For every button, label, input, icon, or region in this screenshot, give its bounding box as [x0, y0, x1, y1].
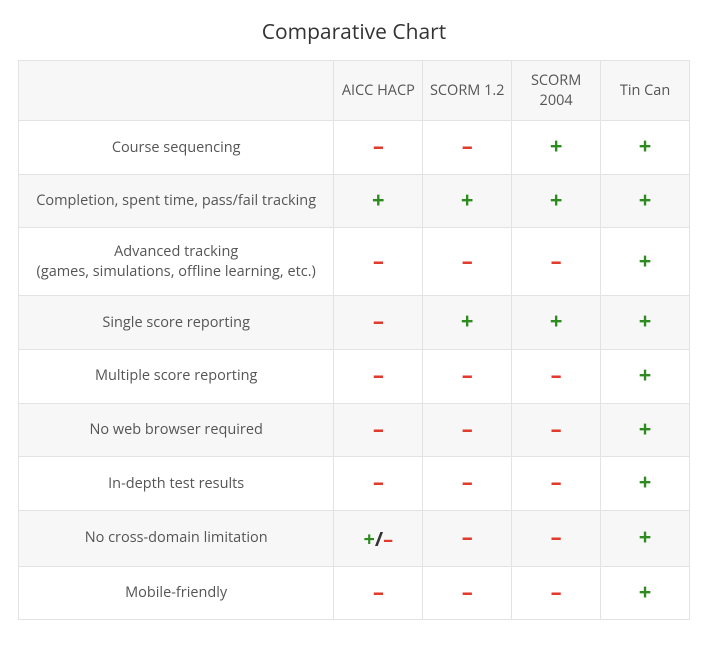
minus-icon: – — [551, 360, 562, 390]
value-cell: – — [334, 121, 423, 175]
table-row: Single score reporting – + + + — [19, 296, 690, 350]
header-col-0: AICC HACP — [334, 61, 423, 121]
plus-icon: + — [461, 185, 474, 215]
feature-cell: Single score reporting — [19, 296, 334, 350]
value-cell: – — [423, 457, 512, 511]
minus-icon: – — [373, 467, 384, 497]
value-cell: + — [601, 228, 690, 296]
plus-icon: + — [639, 467, 652, 497]
header-col-3: Tin Can — [601, 61, 690, 121]
table-row: Completion, spent time, pass/fail tracki… — [19, 174, 690, 228]
value-cell: + — [601, 349, 690, 403]
minus-icon: – — [373, 577, 384, 607]
minus-icon: – — [373, 306, 384, 336]
plus-icon: + — [639, 360, 652, 390]
plus-icon: + — [550, 185, 563, 215]
feature-cell: Course sequencing — [19, 121, 334, 175]
value-cell: – — [334, 566, 423, 620]
minus-icon: – — [462, 360, 473, 390]
value-cell: – — [334, 296, 423, 350]
table-row: No web browser required – – – + — [19, 403, 690, 457]
header-feature-blank — [19, 61, 334, 121]
comparative-table: AICC HACP SCORM 1.2 SCORM 2004 Tin Can C… — [18, 60, 690, 620]
minus-icon: – — [373, 414, 384, 444]
value-cell: + — [512, 121, 601, 175]
value-cell: – — [334, 403, 423, 457]
plus-icon: + — [639, 246, 652, 276]
feature-cell: Completion, spent time, pass/fail tracki… — [19, 174, 334, 228]
value-cell: + — [423, 174, 512, 228]
value-cell: – — [423, 403, 512, 457]
feature-cell: Multiple score reporting — [19, 349, 334, 403]
feature-cell: Mobile-friendly — [19, 566, 334, 620]
value-cell: + — [601, 566, 690, 620]
value-cell: + — [512, 296, 601, 350]
value-cell: + — [601, 296, 690, 350]
value-cell: +/– — [334, 510, 423, 566]
value-cell: – — [423, 510, 512, 566]
table-header: AICC HACP SCORM 1.2 SCORM 2004 Tin Can — [19, 61, 690, 121]
minus-icon: – — [462, 414, 473, 444]
value-cell: + — [601, 457, 690, 511]
minus-icon: – — [462, 577, 473, 607]
value-cell: + — [601, 403, 690, 457]
value-cell: – — [423, 228, 512, 296]
plus-icon: + — [372, 185, 385, 215]
header-col-1: SCORM 1.2 — [423, 61, 512, 121]
minus-icon: – — [551, 414, 562, 444]
minus-icon: – — [462, 246, 473, 276]
minus-icon: – — [551, 522, 562, 552]
plus-icon: + — [639, 306, 652, 336]
value-cell: – — [334, 349, 423, 403]
value-cell: – — [423, 121, 512, 175]
plus-minus-icon: +/– — [363, 525, 393, 552]
minus-icon: – — [462, 522, 473, 552]
value-cell: + — [334, 174, 423, 228]
value-cell: – — [423, 349, 512, 403]
plus-icon: + — [461, 306, 474, 336]
table-row: Multiple score reporting – – – + — [19, 349, 690, 403]
table-row: Course sequencing – – + + — [19, 121, 690, 175]
value-cell: – — [512, 349, 601, 403]
value-cell: – — [512, 228, 601, 296]
minus-icon: – — [551, 246, 562, 276]
value-cell: + — [601, 174, 690, 228]
feature-cell: No cross-domain limitation — [19, 510, 334, 566]
plus-icon: + — [639, 185, 652, 215]
minus-icon: – — [551, 467, 562, 497]
value-cell: – — [512, 403, 601, 457]
minus-icon: – — [551, 577, 562, 607]
plus-icon: + — [639, 131, 652, 161]
value-cell: + — [601, 121, 690, 175]
plus-icon: + — [550, 131, 563, 161]
table-row: Advanced tracking(games, simulations, of… — [19, 228, 690, 296]
table-body: Course sequencing – – + + Completion, spent t… — [19, 121, 690, 620]
table-row: In-depth test results – – – + — [19, 457, 690, 511]
minus-icon: – — [373, 246, 384, 276]
value-cell: + — [423, 296, 512, 350]
header-col-2: SCORM 2004 — [512, 61, 601, 121]
value-cell: – — [423, 566, 512, 620]
value-cell: + — [601, 510, 690, 566]
feature-cell: No web browser required — [19, 403, 334, 457]
table-row: No cross-domain limitation +/– – – + — [19, 510, 690, 566]
plus-icon: + — [639, 414, 652, 444]
value-cell: – — [334, 228, 423, 296]
minus-icon: – — [373, 131, 384, 161]
minus-icon: – — [462, 467, 473, 497]
value-cell: + — [512, 174, 601, 228]
feature-cell: Advanced tracking(games, simulations, of… — [19, 228, 334, 296]
minus-icon: – — [373, 360, 384, 390]
feature-cell: In-depth test results — [19, 457, 334, 511]
minus-icon: – — [462, 131, 473, 161]
plus-icon: + — [550, 306, 563, 336]
chart-title: Comparative Chart — [18, 18, 690, 46]
plus-icon: + — [639, 522, 652, 552]
value-cell: – — [512, 510, 601, 566]
value-cell: – — [512, 566, 601, 620]
value-cell: – — [334, 457, 423, 511]
value-cell: – — [512, 457, 601, 511]
table-row: Mobile-friendly – – – + — [19, 566, 690, 620]
plus-icon: + — [639, 577, 652, 607]
